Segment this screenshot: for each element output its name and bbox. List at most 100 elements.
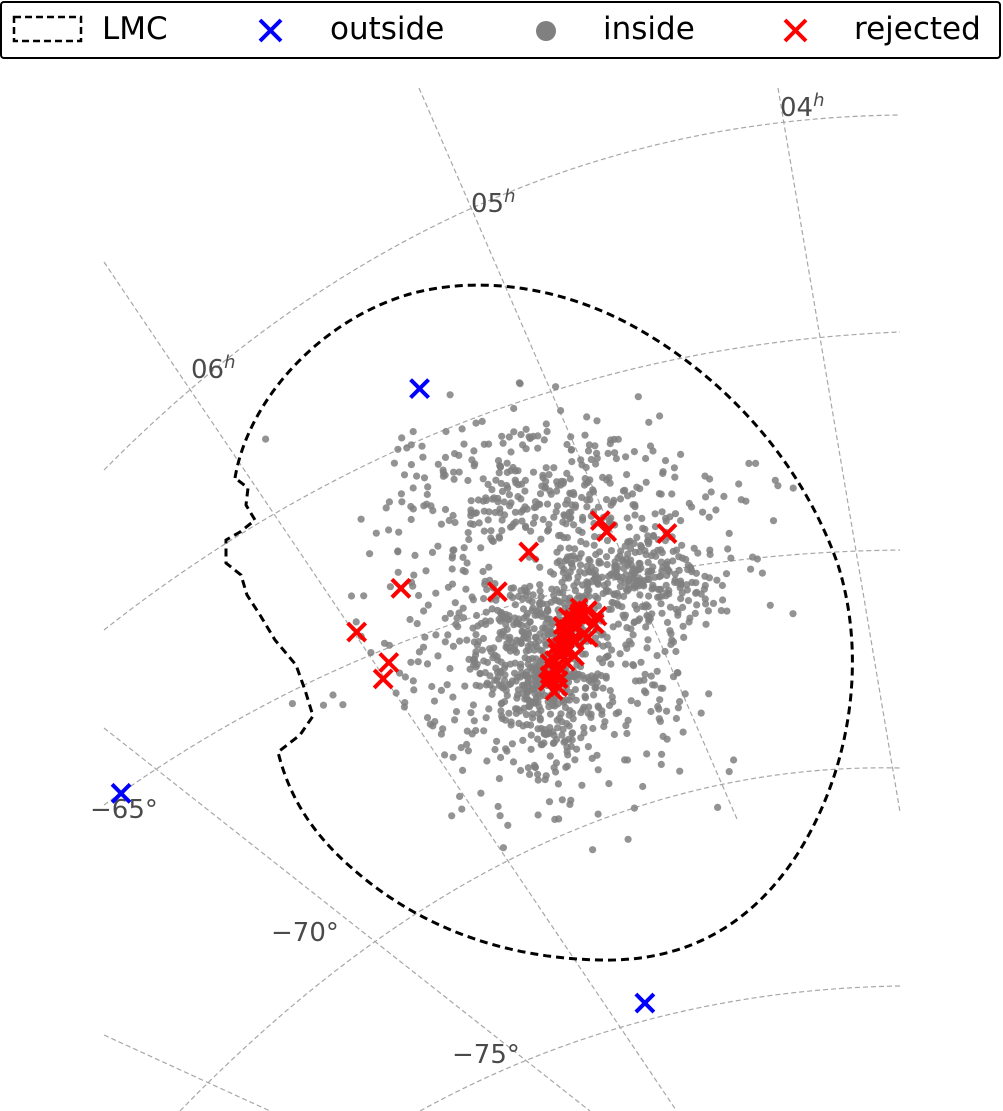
inside-point [553, 548, 561, 556]
inside-point [647, 707, 655, 716]
inside-point [661, 647, 669, 656]
dec-label-65: −65° [90, 795, 158, 825]
rejected-point [569, 602, 589, 622]
inside-point [382, 504, 390, 512]
inside-point [524, 764, 533, 772]
inside-point [497, 753, 505, 762]
inside-point [418, 442, 426, 450]
inside-point [544, 526, 553, 534]
inside-point [510, 428, 518, 436]
inside-point [547, 621, 556, 630]
inside-point [565, 711, 573, 719]
inside-point [651, 523, 660, 531]
inside-point [594, 702, 602, 710]
inside-point [769, 517, 778, 525]
inside-point [591, 592, 600, 601]
inside-point [357, 515, 365, 523]
rejected-point [378, 652, 400, 673]
inside-point [499, 439, 507, 447]
dec-label-75: −75° [452, 1040, 520, 1070]
inside-point [446, 609, 454, 618]
inside-point [367, 649, 375, 657]
inside-point [609, 499, 617, 507]
inside-point [645, 418, 653, 426]
inside-point [571, 545, 579, 553]
inside-point [606, 479, 614, 487]
inside-point [747, 565, 755, 573]
inside-point [656, 586, 664, 594]
outside-points-layer [110, 378, 656, 1014]
outside-point [634, 992, 656, 1014]
legend-outside-marker [258, 18, 283, 43]
inside-point [631, 511, 639, 519]
inside-point [589, 724, 597, 733]
inside-point [491, 745, 499, 754]
inside-point [659, 732, 667, 741]
inside-point [619, 487, 628, 495]
inside-point [537, 535, 545, 543]
inside-point [582, 684, 590, 692]
inside-point [500, 498, 508, 506]
inside-point [722, 570, 731, 578]
inside-point [449, 693, 457, 701]
inside-point [529, 710, 537, 718]
inside-point [423, 500, 431, 508]
inside-point [442, 427, 450, 436]
inside-point [419, 643, 428, 651]
inside-point [630, 574, 638, 583]
inside-point [536, 581, 544, 589]
inside-point [464, 476, 472, 485]
inside-point [567, 560, 575, 568]
inside-point [675, 553, 683, 561]
inside-point [459, 614, 468, 622]
legend-inside-marker [536, 21, 556, 41]
inside-point [612, 455, 621, 463]
inside-point [605, 780, 613, 788]
inside-point [581, 692, 589, 700]
inside-point [541, 776, 549, 784]
inside-point [443, 681, 451, 689]
inside-point [577, 550, 585, 558]
inside-point [598, 659, 607, 667]
inside-point [506, 660, 514, 668]
inside-point [663, 707, 671, 715]
dec-parallel-top [103, 114, 901, 471]
inside-point [587, 710, 595, 718]
inside-point [448, 565, 456, 573]
inside-point [563, 440, 571, 449]
inside-point [602, 672, 610, 680]
inside-point [413, 620, 421, 628]
inside-point [668, 490, 676, 498]
inside-point [585, 703, 593, 711]
inside-point [657, 558, 665, 566]
inside-point [397, 490, 405, 498]
inside-point [537, 741, 545, 749]
inside-point [771, 476, 779, 484]
inside-point [614, 435, 622, 443]
inside-point [498, 712, 506, 720]
inside-point [701, 472, 709, 480]
inside-point [669, 547, 677, 556]
inside-point [622, 555, 631, 563]
inside-point [686, 614, 694, 622]
inside-point [521, 522, 530, 530]
inside-point [515, 592, 523, 601]
inside-point [653, 667, 661, 675]
inside-point [441, 751, 449, 759]
inside-point [439, 725, 447, 733]
inside-point [526, 770, 534, 779]
inside-point [735, 480, 743, 488]
inside-point [571, 587, 580, 595]
inside-point [422, 567, 430, 575]
inside-point [616, 495, 625, 503]
inside-point [510, 520, 518, 528]
inside-point [372, 529, 380, 537]
inside-point [339, 701, 347, 709]
inside-point [553, 559, 561, 567]
inside-point [637, 564, 645, 572]
inside-point [677, 581, 685, 589]
inside-point [604, 652, 612, 660]
inside-point [500, 683, 508, 691]
inside-point [558, 796, 566, 804]
inside-point [550, 591, 558, 600]
